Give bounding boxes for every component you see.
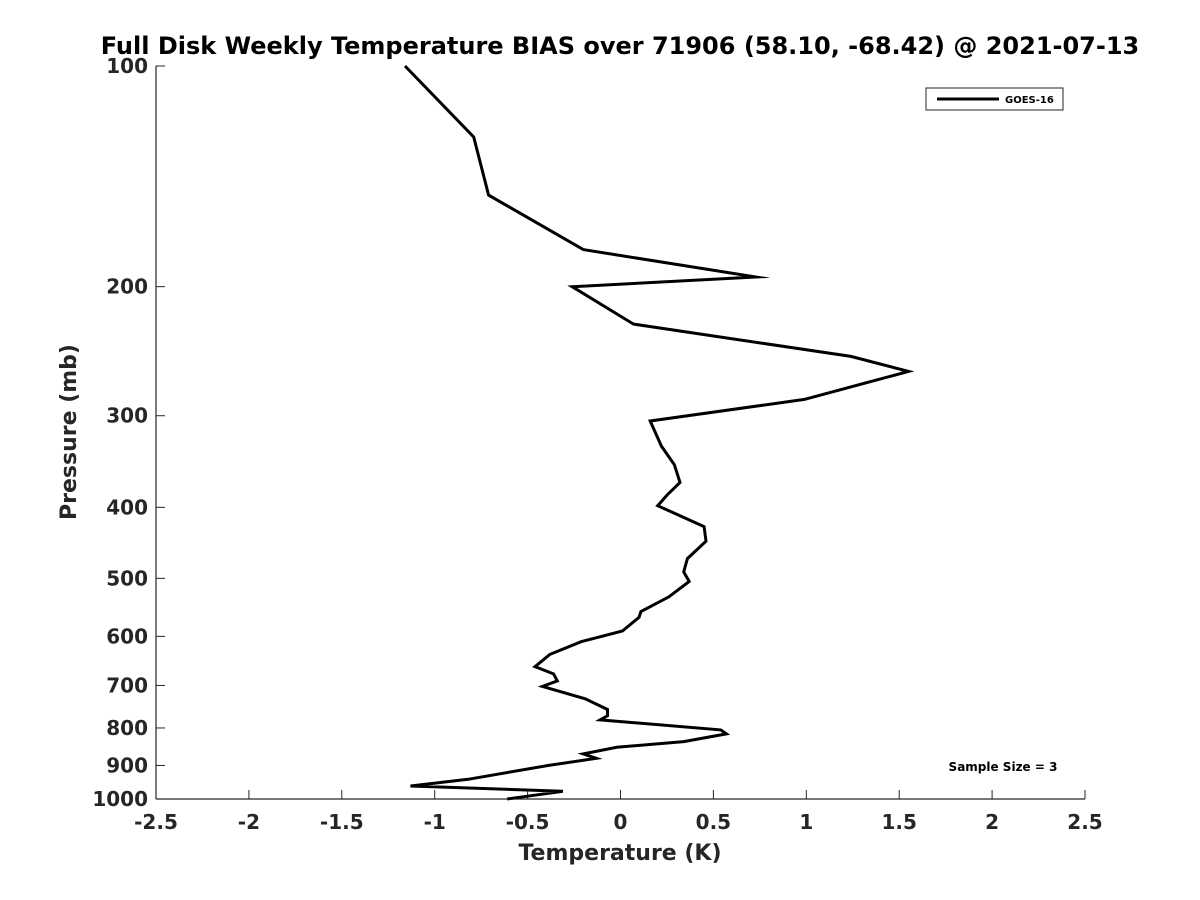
y-tick-label: 600 (106, 624, 148, 648)
y-tick-label: 800 (106, 716, 148, 740)
legend: GOES-16 (925, 87, 1064, 111)
x-tick-label: 2.5 (1067, 810, 1102, 834)
x-tick-label: 0.5 (696, 810, 731, 834)
x-axis-label: Temperature (K) (518, 841, 721, 866)
axes: -2.5 -2 -1.5 -1 -0.5 0 0.5 1 1.5 2 2.5 100 200 300 400… (92, 54, 1102, 834)
x-tick-label: 1 (799, 810, 813, 834)
x-tick-label: -1 (424, 810, 446, 834)
y-tick-label: 100 (106, 54, 148, 78)
y-tick-label: 400 (106, 495, 148, 519)
y-tick-label: 700 (106, 673, 148, 697)
legend-label: GOES-16 (1005, 95, 1054, 106)
x-tick-label: -1.5 (320, 810, 364, 834)
x-tick-label: -2.5 (134, 810, 178, 834)
series-line-goes-16 (403, 64, 915, 801)
chart-title: Full Disk Weekly Temperature BIAS over 7… (101, 32, 1140, 60)
x-tick-label: 0 (614, 810, 628, 834)
sample-size-annotation: Sample Size = 3 (949, 760, 1058, 774)
y-tick-label: 300 (106, 404, 148, 428)
y-tick-label: 900 (106, 753, 148, 777)
y-axis-label: Pressure (mb) (57, 344, 82, 520)
y-tick-label: 500 (106, 566, 148, 590)
y-tick-label: 1000 (92, 787, 148, 811)
series-layer (403, 64, 915, 801)
x-tick-label: -2 (238, 810, 260, 834)
x-tick-label: 1.5 (881, 810, 916, 834)
x-tick-label: 2 (985, 810, 999, 834)
y-tick-label: 200 (106, 275, 148, 299)
x-tick-label: -0.5 (506, 810, 550, 834)
